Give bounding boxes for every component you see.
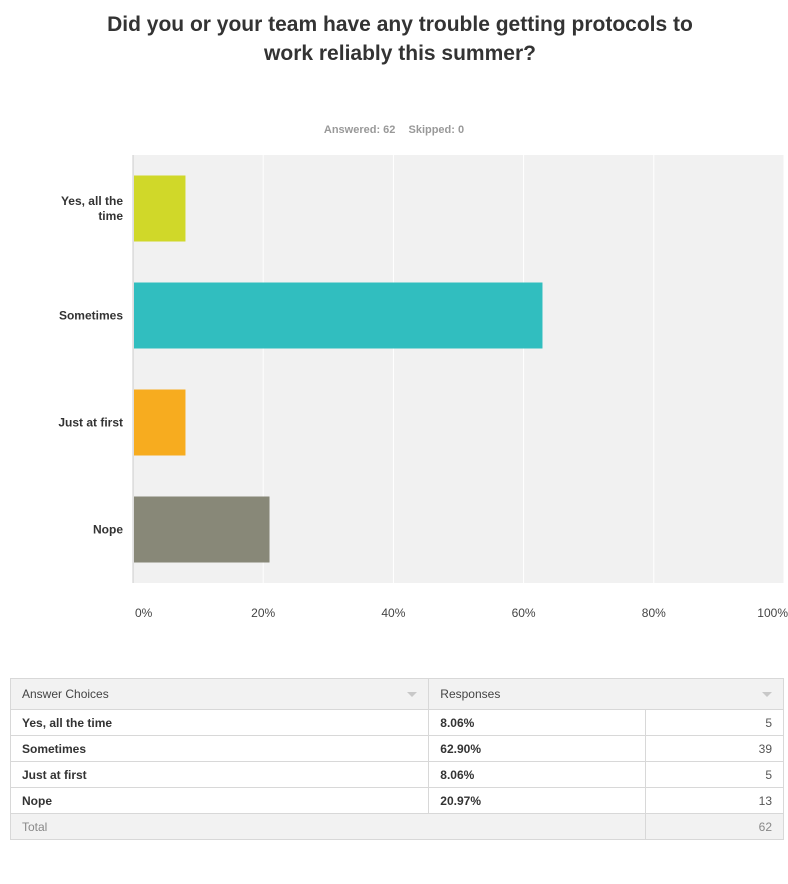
x-tick-label: 60%	[512, 606, 536, 620]
row-percent: 8.06%	[428, 709, 646, 736]
row-choice: Just at first	[9, 761, 430, 788]
x-tick-label: 20%	[251, 606, 275, 620]
bar-chart: Yes, all the time Sometimes Just at first No…	[58, 155, 788, 620]
skipped-count: Skipped: 0	[408, 124, 465, 136]
sort-caret-icon[interactable]	[407, 692, 418, 697]
table-row: Nope 20.97% 13	[9, 787, 785, 814]
table-total-row: Total 62	[10, 813, 785, 840]
row-percent: 62.90%	[428, 735, 646, 762]
row-choice: Nope	[9, 787, 430, 814]
sort-caret-icon[interactable]	[762, 692, 772, 697]
responses-table: Answer Choices Responses Yes, all the ti…	[9, 678, 785, 840]
row-count: 5	[644, 761, 785, 788]
answered-count: Answered: 62	[323, 124, 396, 136]
row-choice: Sometimes	[9, 735, 430, 762]
answer-choices-header[interactable]: Answer Choices	[9, 678, 430, 710]
responses-header[interactable]: Responses	[428, 678, 784, 710]
question-title: Did you or your team have any trouble ge…	[107, 13, 693, 65]
table-header-row: Answer Choices Responses	[9, 678, 784, 710]
table-row: Sometimes 62.90% 39	[9, 735, 785, 762]
row-count: 5	[644, 709, 785, 736]
category-label-line: time	[98, 209, 123, 223]
response-summary: Answered: 62 Skipped: 0	[0, 124, 788, 136]
row-percent: 20.97%	[428, 787, 646, 814]
category-label-line: Sometimes	[59, 309, 123, 323]
category-label-line: Nope	[93, 523, 123, 537]
total-count: 62	[644, 813, 785, 840]
row-count: 13	[644, 787, 785, 814]
table-row: Just at first 8.06% 5	[9, 761, 785, 788]
row-choice: Yes, all the time	[9, 709, 430, 736]
x-tick-label: 80%	[642, 606, 666, 620]
table-row: Yes, all the time 8.06% 5	[9, 709, 785, 736]
bar	[134, 282, 543, 349]
x-tick-label: 100%	[757, 606, 788, 620]
x-tick-label: 0%	[135, 606, 153, 620]
category-label-line: Yes, all the	[61, 194, 123, 208]
total-label: Total	[10, 813, 646, 840]
category-label-line: Just at first	[58, 416, 123, 430]
bar	[134, 389, 186, 456]
x-tick-label: 40%	[381, 606, 405, 620]
category-label: Just at first	[58, 416, 123, 430]
category-label: Yes, all the time	[61, 194, 123, 223]
bar	[134, 175, 186, 242]
responses-header-label: Responses	[440, 687, 501, 701]
category-label: Nope	[93, 523, 123, 537]
category-label: Sometimes	[59, 309, 123, 323]
answer-choices-header-label: Answer Choices	[22, 687, 109, 701]
bar	[134, 496, 270, 563]
row-percent: 8.06%	[428, 761, 646, 788]
row-count: 39	[644, 735, 785, 762]
